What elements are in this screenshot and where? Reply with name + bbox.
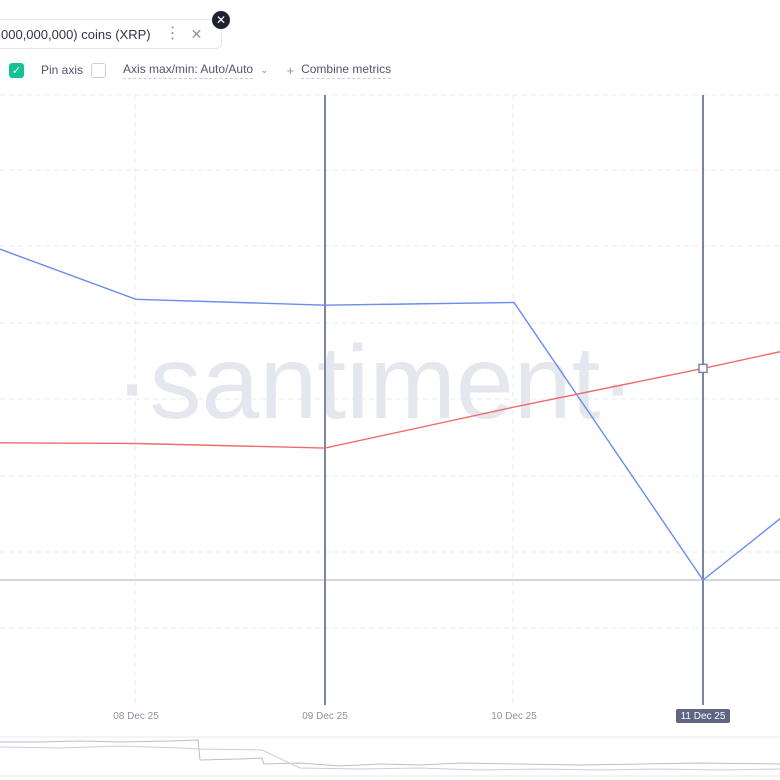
x-tick-label: 09 Dec 25 — [302, 711, 348, 722]
chart-toolbar: ✓ Pin axis Axis max/min: Auto/Auto ⌄ + C… — [0, 58, 392, 82]
close-icon[interactable]: ✕ — [190, 25, 203, 42]
navigator[interactable] — [0, 736, 780, 777]
check-icon[interactable]: ✓ — [9, 62, 24, 78]
metric-label: 000,000,000) coins (XRP) — [1, 26, 151, 42]
chevron-down-icon[interactable]: ⌄ — [260, 64, 269, 76]
navigator-line — [0, 745, 780, 771]
watermark: ·santiment· — [115, 325, 635, 441]
date-marker-lines — [324, 95, 704, 705]
axis-minmax-dropdown[interactable]: Axis max/min: Auto/Auto — [123, 62, 254, 79]
kebab-icon[interactable]: ⋮ — [164, 25, 181, 42]
selected-date-badge — [676, 709, 730, 723]
combine-metrics-button[interactable]: Combine metrics — [301, 62, 392, 79]
x-tick-label: 08 Dec 25 — [113, 711, 159, 722]
pin-axis-label[interactable]: Pin axis — [41, 63, 84, 77]
plus-icon[interactable]: + — [286, 62, 295, 78]
close-circle-icon[interactable]: ✕ — [212, 11, 230, 29]
x-tick-label: 10 Dec 25 — [491, 711, 537, 722]
navigator-line — [0, 739, 780, 767]
x-tick-label: 11 Dec 25 — [681, 711, 726, 722]
chart-grid — [0, 94, 780, 705]
metric-chip[interactable]: 000,000,000) coins (XRP) ⋮ ✕ — [0, 19, 222, 49]
series-line-1 — [0, 351, 780, 449]
series-lines — [0, 248, 780, 582]
x-axis-ticks: 08 Dec 25 09 Dec 25 10 Dec 25 11 Dec 25 — [113, 709, 730, 723]
crosshair-marker — [698, 363, 708, 374]
pin-axis-checkbox[interactable] — [91, 62, 107, 78]
series-line-0 — [0, 248, 780, 582]
